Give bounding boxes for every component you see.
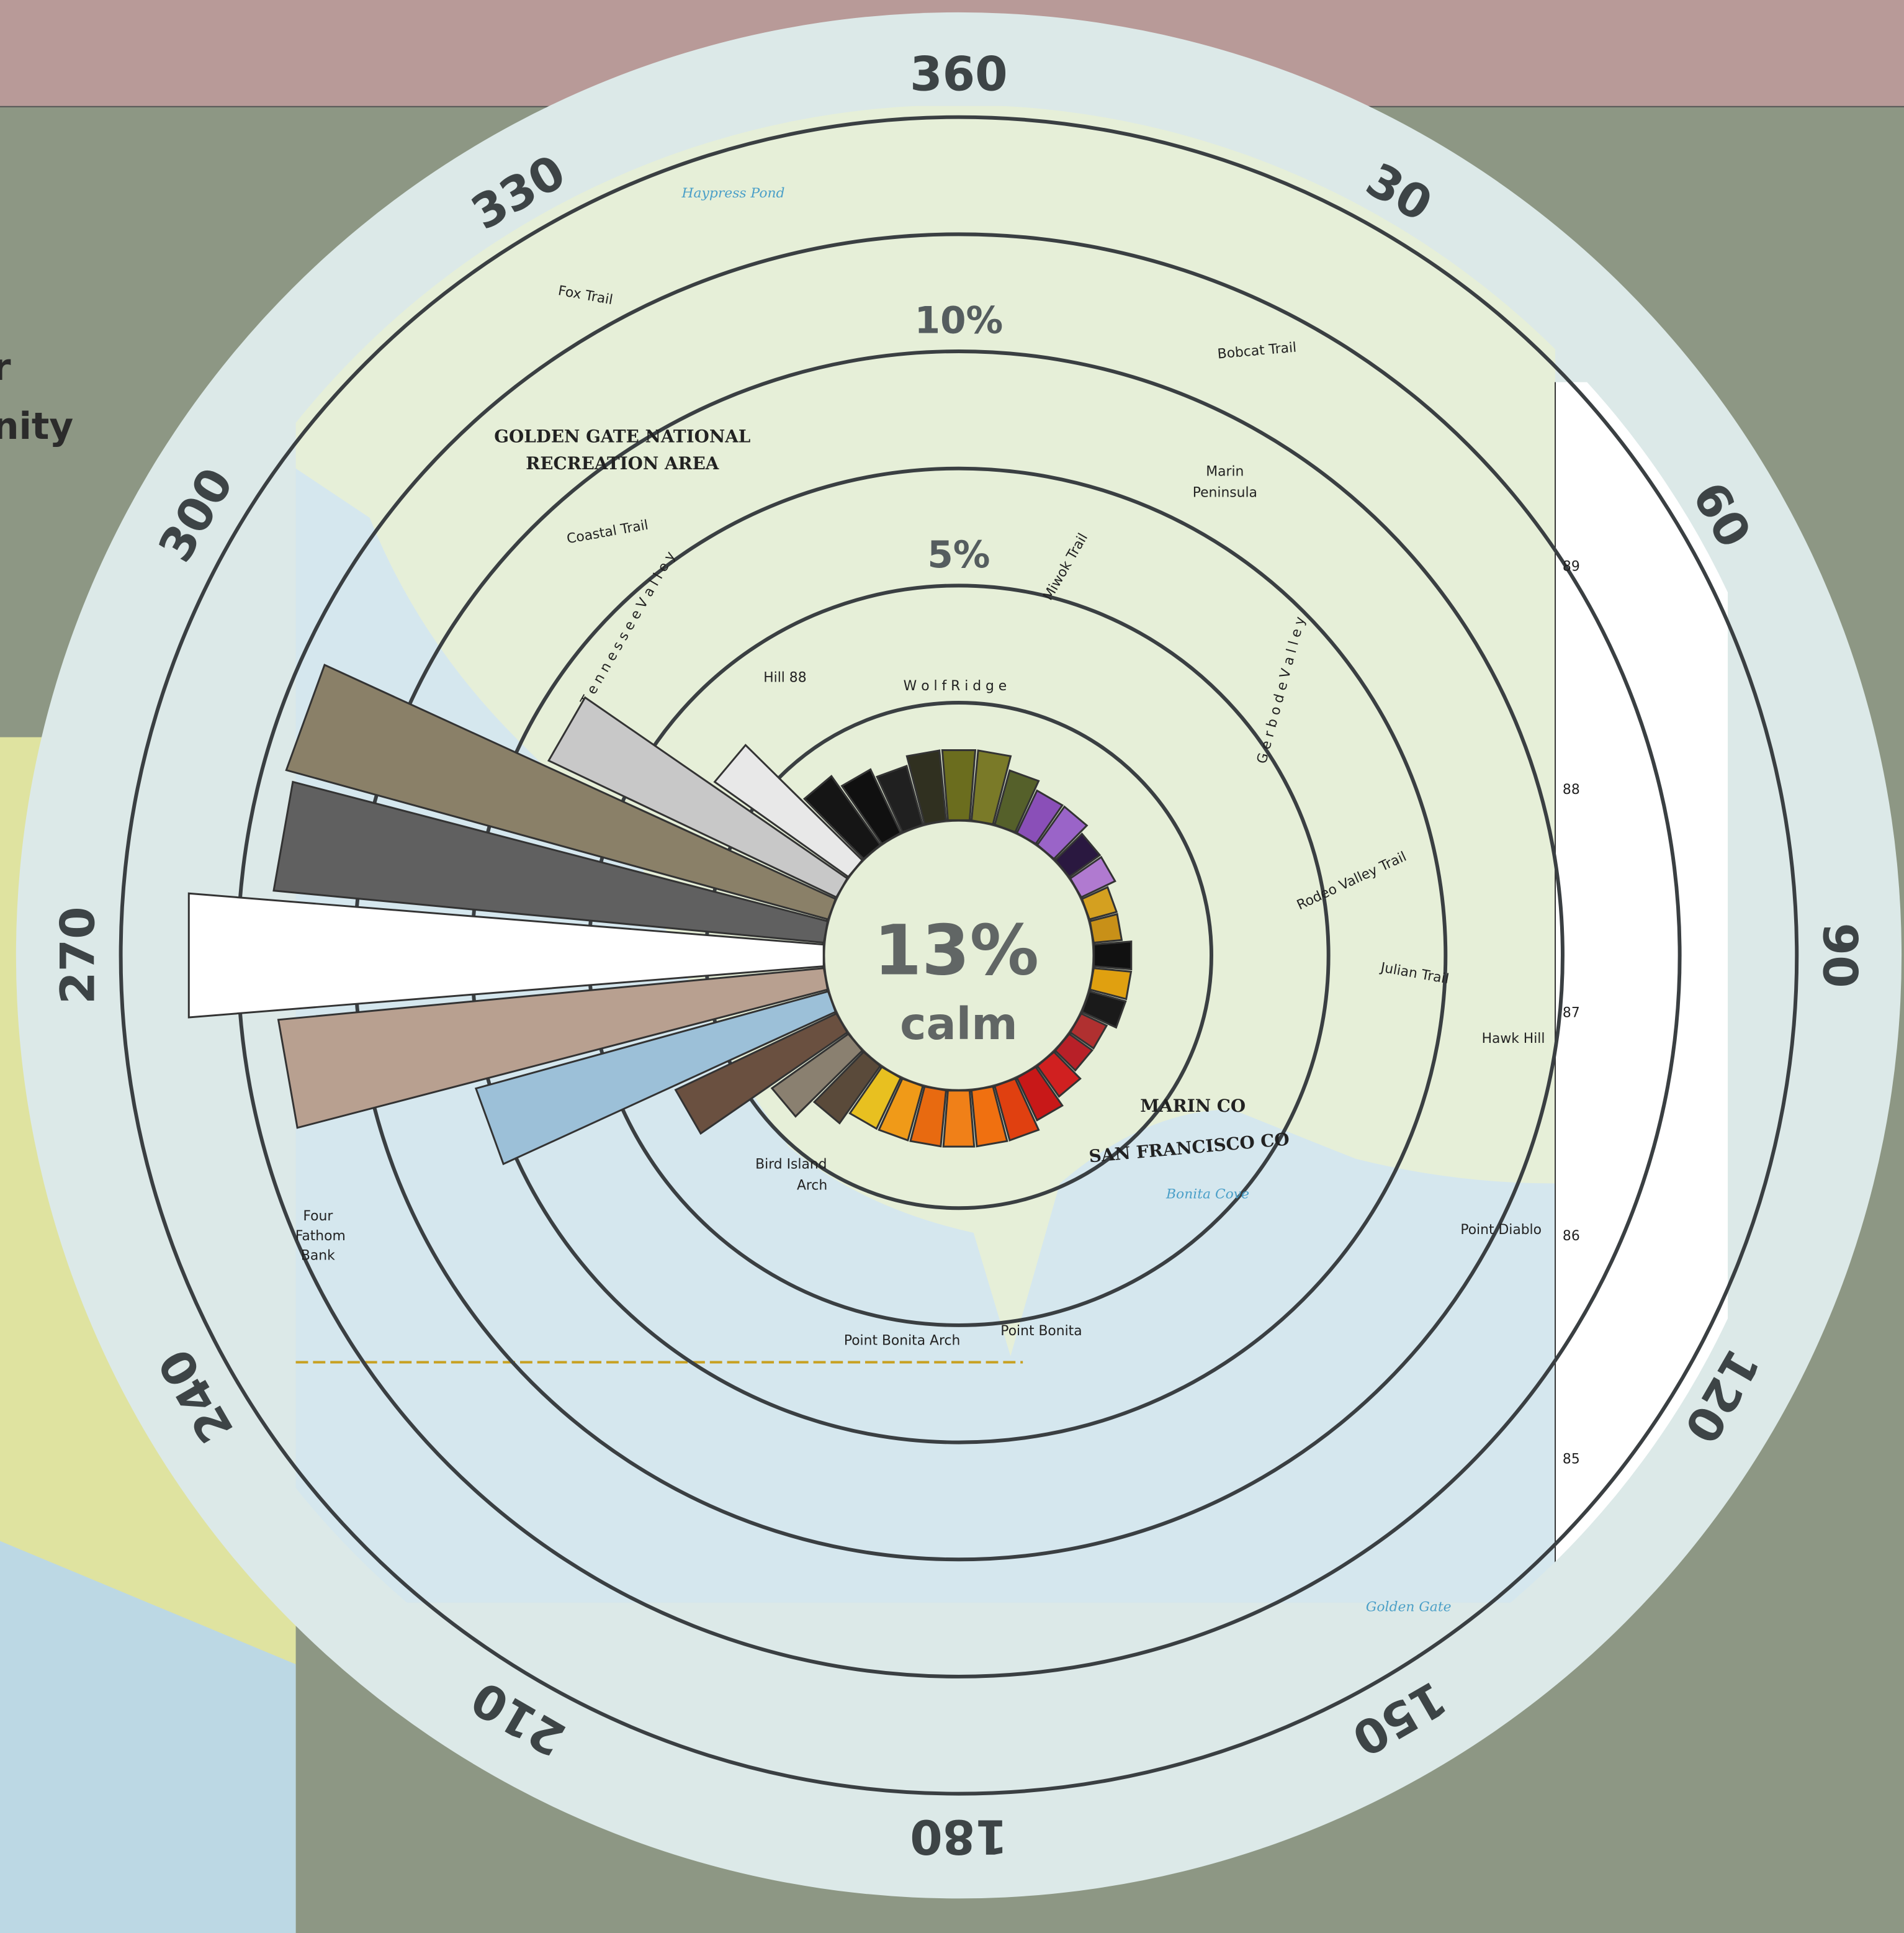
petal xyxy=(1015,789,1064,845)
compass-label: 360 xyxy=(910,47,1008,102)
petal xyxy=(474,990,837,1166)
petal xyxy=(905,749,947,826)
map-label: Point Bonita xyxy=(1000,1323,1082,1339)
grid-number: 85 xyxy=(1563,1451,1580,1467)
map-label: Bonita Cove xyxy=(1165,1186,1249,1202)
petal xyxy=(1089,967,1133,1001)
petal xyxy=(840,768,902,845)
map-label: MARIN CO xyxy=(1140,1096,1246,1116)
grid-number: 89 xyxy=(1563,559,1580,575)
inset-water xyxy=(0,1541,296,1933)
petal xyxy=(272,780,829,944)
petal xyxy=(674,1012,849,1135)
compass-label: 180 xyxy=(910,1809,1008,1864)
map-label: Arch xyxy=(797,1178,827,1194)
petal xyxy=(876,764,924,834)
partial-text: nity xyxy=(0,405,73,448)
petals xyxy=(187,664,1133,1166)
petal xyxy=(1036,1050,1082,1098)
petal xyxy=(994,1077,1040,1142)
petal xyxy=(1093,940,1133,971)
petal xyxy=(1015,1065,1064,1122)
petal xyxy=(1054,832,1102,878)
ring xyxy=(119,115,1799,1796)
petal xyxy=(547,696,849,899)
map-label: Hill 88 xyxy=(763,670,806,685)
petal xyxy=(277,967,829,1129)
petal xyxy=(1080,886,1118,921)
petal xyxy=(1069,1012,1108,1050)
partial-text: r xyxy=(0,346,11,389)
petal xyxy=(713,744,864,878)
map-label: Hawk Hill xyxy=(1482,1031,1545,1047)
map-label: Peninsula xyxy=(1193,485,1257,500)
map-label: Haypress Pond xyxy=(681,186,785,201)
compass-label: 270 xyxy=(51,906,106,1004)
petal xyxy=(770,1032,864,1118)
map-label: W o l f R i d g e xyxy=(904,678,1007,694)
petal xyxy=(1080,990,1127,1029)
ring-label: 10% xyxy=(915,299,1004,342)
map-label: Bank xyxy=(301,1248,335,1264)
petal xyxy=(878,1077,924,1142)
petal xyxy=(994,769,1040,834)
map-label: GOLDEN GATE NATIONAL xyxy=(494,426,750,447)
petal xyxy=(187,892,825,1019)
petal xyxy=(1036,805,1089,860)
ring-label: 5% xyxy=(927,534,990,577)
grid-number: 87 xyxy=(1563,1005,1580,1021)
compass-label: 90 xyxy=(1812,923,1867,988)
map-label: Point Diablo xyxy=(1460,1222,1542,1238)
map-label: Marin xyxy=(1206,464,1244,480)
calm-text: calm xyxy=(900,998,1018,1050)
petal xyxy=(941,749,977,821)
map-label: Fathom xyxy=(295,1228,346,1244)
map-label: RECREATION AREA xyxy=(526,453,719,474)
petal xyxy=(942,1089,976,1148)
petal xyxy=(812,1050,882,1125)
petal xyxy=(909,1085,947,1148)
grid-number: 86 xyxy=(1563,1228,1580,1244)
petal xyxy=(1089,912,1123,944)
map-land xyxy=(295,106,1556,1356)
map-label: Four xyxy=(303,1209,333,1224)
petal xyxy=(970,749,1012,826)
petal xyxy=(802,775,882,860)
map-label: Bird Island xyxy=(755,1157,827,1173)
grid-number: 88 xyxy=(1563,782,1580,798)
petal xyxy=(1054,1032,1094,1072)
map-label: Golden Gate xyxy=(1366,1600,1452,1615)
petal xyxy=(1069,855,1116,899)
calm-value: 13% xyxy=(874,911,1039,991)
petal xyxy=(285,664,837,921)
map-label: Point Bonita Arch xyxy=(844,1333,960,1349)
petal xyxy=(848,1065,902,1130)
petal xyxy=(970,1085,1008,1148)
